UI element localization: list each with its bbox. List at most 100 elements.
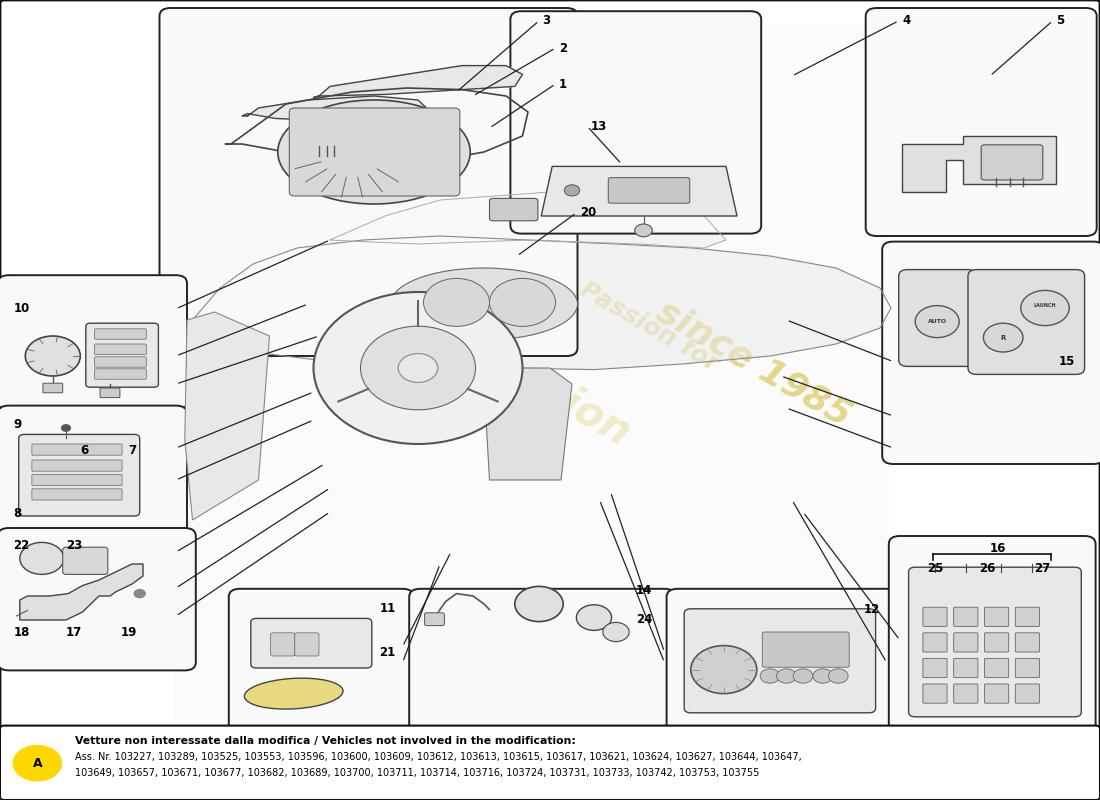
Circle shape — [25, 336, 80, 376]
FancyBboxPatch shape — [289, 108, 460, 196]
Circle shape — [576, 605, 612, 630]
Text: 27: 27 — [1034, 562, 1050, 574]
FancyBboxPatch shape — [608, 178, 690, 203]
Text: 6: 6 — [80, 444, 88, 457]
Circle shape — [691, 646, 757, 694]
Text: 9: 9 — [13, 418, 22, 430]
Circle shape — [13, 746, 62, 781]
Text: 1: 1 — [559, 78, 566, 90]
FancyBboxPatch shape — [95, 369, 146, 379]
FancyBboxPatch shape — [1015, 633, 1040, 652]
FancyBboxPatch shape — [63, 547, 108, 574]
Text: 10: 10 — [13, 302, 30, 315]
Text: 24: 24 — [636, 613, 652, 626]
Text: Passion: Passion — [462, 330, 638, 454]
FancyBboxPatch shape — [954, 684, 978, 703]
Text: 17: 17 — [66, 626, 82, 638]
FancyBboxPatch shape — [271, 633, 295, 656]
FancyBboxPatch shape — [0, 406, 187, 540]
FancyBboxPatch shape — [160, 8, 578, 356]
Text: 21: 21 — [379, 646, 396, 658]
Circle shape — [813, 669, 833, 683]
FancyBboxPatch shape — [954, 633, 978, 652]
Text: 11: 11 — [379, 602, 396, 614]
Polygon shape — [242, 96, 429, 122]
Text: since 1985: since 1985 — [650, 294, 857, 434]
Text: 13: 13 — [591, 120, 607, 133]
Polygon shape — [185, 312, 270, 520]
FancyBboxPatch shape — [923, 607, 947, 626]
FancyBboxPatch shape — [889, 536, 1096, 734]
Polygon shape — [484, 368, 572, 480]
Text: a Passion for: a Passion for — [553, 264, 723, 376]
Polygon shape — [187, 236, 891, 370]
FancyBboxPatch shape — [1015, 658, 1040, 678]
FancyBboxPatch shape — [667, 589, 898, 734]
FancyBboxPatch shape — [968, 270, 1085, 374]
FancyBboxPatch shape — [95, 357, 146, 367]
Circle shape — [603, 622, 629, 642]
FancyBboxPatch shape — [1015, 684, 1040, 703]
FancyBboxPatch shape — [984, 658, 1009, 678]
FancyBboxPatch shape — [909, 567, 1081, 717]
Text: A: A — [33, 757, 42, 770]
FancyBboxPatch shape — [425, 613, 444, 626]
Circle shape — [314, 292, 522, 444]
Text: R: R — [1001, 334, 1005, 341]
FancyBboxPatch shape — [100, 388, 120, 398]
Circle shape — [490, 278, 556, 326]
Ellipse shape — [244, 678, 343, 709]
Text: 3: 3 — [542, 14, 550, 27]
Polygon shape — [902, 136, 1056, 192]
FancyBboxPatch shape — [984, 633, 1009, 652]
FancyBboxPatch shape — [984, 684, 1009, 703]
Circle shape — [635, 224, 652, 237]
FancyBboxPatch shape — [32, 460, 122, 471]
Text: 22: 22 — [13, 539, 30, 552]
Circle shape — [424, 278, 490, 326]
Circle shape — [828, 669, 848, 683]
Text: 8: 8 — [13, 507, 22, 520]
Text: 5: 5 — [1056, 14, 1065, 27]
Text: AUTO: AUTO — [927, 319, 947, 324]
FancyBboxPatch shape — [409, 589, 675, 734]
Text: 19: 19 — [121, 626, 138, 638]
FancyBboxPatch shape — [981, 145, 1043, 180]
Text: 4: 4 — [902, 14, 911, 27]
Circle shape — [361, 326, 475, 410]
Text: 12: 12 — [864, 603, 880, 616]
Text: 7: 7 — [129, 444, 136, 457]
FancyBboxPatch shape — [43, 383, 63, 393]
FancyBboxPatch shape — [954, 658, 978, 678]
Text: 20: 20 — [580, 206, 596, 219]
Text: 14: 14 — [636, 584, 652, 597]
Circle shape — [515, 586, 563, 622]
Text: 15: 15 — [1058, 355, 1075, 368]
FancyBboxPatch shape — [32, 474, 122, 486]
Ellipse shape — [277, 100, 471, 204]
Polygon shape — [314, 66, 522, 98]
FancyBboxPatch shape — [95, 329, 146, 339]
Circle shape — [983, 323, 1023, 352]
Text: Ass. Nr. 103227, 103289, 103525, 103553, 103596, 103600, 103609, 103612, 103613,: Ass. Nr. 103227, 103289, 103525, 103553,… — [75, 752, 802, 762]
Text: 23: 23 — [66, 539, 82, 552]
Text: 26: 26 — [979, 562, 996, 574]
Circle shape — [134, 590, 145, 598]
FancyBboxPatch shape — [0, 726, 1100, 800]
FancyBboxPatch shape — [251, 618, 372, 668]
FancyBboxPatch shape — [984, 607, 1009, 626]
Circle shape — [793, 669, 813, 683]
Polygon shape — [330, 192, 726, 248]
FancyBboxPatch shape — [229, 589, 414, 734]
FancyBboxPatch shape — [95, 344, 146, 354]
FancyBboxPatch shape — [923, 633, 947, 652]
FancyBboxPatch shape — [882, 242, 1100, 464]
Polygon shape — [541, 166, 737, 216]
FancyBboxPatch shape — [954, 607, 978, 626]
FancyBboxPatch shape — [19, 434, 140, 516]
FancyBboxPatch shape — [866, 8, 1097, 236]
Circle shape — [777, 669, 796, 683]
FancyBboxPatch shape — [32, 444, 122, 455]
FancyBboxPatch shape — [86, 323, 158, 387]
FancyBboxPatch shape — [899, 270, 977, 366]
